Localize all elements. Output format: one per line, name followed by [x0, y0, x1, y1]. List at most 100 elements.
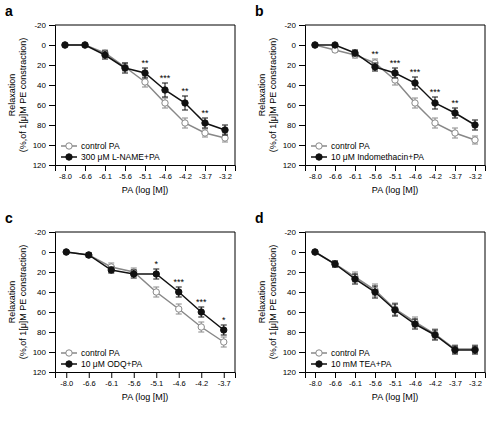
tick-label: 80 [287, 121, 296, 130]
tick-label: -3.7 [199, 172, 212, 181]
point [86, 252, 92, 258]
error-bar [472, 136, 478, 144]
tick: 40 [37, 288, 55, 297]
tick-mark [375, 165, 376, 171]
line [65, 45, 225, 138]
error-bar [332, 261, 338, 267]
point [182, 100, 188, 106]
tick: -20 [34, 228, 55, 237]
error-bar [452, 346, 458, 354]
point [82, 42, 88, 48]
tick-mark [134, 372, 135, 378]
error-bar [472, 345, 478, 353]
tick: 100 [33, 141, 55, 150]
tick: 0 [292, 41, 305, 50]
point [452, 346, 458, 352]
tick-label: -3.7 [449, 172, 462, 181]
tick-mark [475, 372, 476, 378]
tick-mark [455, 372, 456, 378]
tick: -20 [284, 228, 305, 237]
point [472, 347, 478, 353]
tick-mark [299, 352, 305, 353]
point [372, 64, 378, 70]
tick-mark [156, 372, 157, 378]
tick-label: -3.2 [469, 172, 482, 181]
frame [305, 232, 485, 233]
tick-label: 0 [42, 41, 47, 50]
point [432, 331, 438, 337]
tick-mark [125, 165, 126, 171]
tick-mark [49, 45, 55, 46]
series [63, 249, 227, 335]
panel: -8.0-6.6-6.1-5.6-5.1-4.6-4.2-3.7-3.2-200… [5, 3, 236, 195]
x-axis: -8.0-6.6-6.1-5.6-5.1-4.6-4.2-3.7-3.2 [306, 372, 486, 388]
annotation: ** [181, 86, 189, 96]
annotation: ** [141, 58, 149, 68]
point [108, 267, 114, 273]
tick: -4.6 [409, 165, 422, 181]
tick-mark [335, 165, 336, 171]
error-bar [452, 128, 458, 138]
point [63, 249, 69, 255]
error-bar [221, 337, 227, 347]
legend-marker [66, 350, 72, 356]
point [312, 249, 318, 255]
tick-label: 80 [287, 328, 296, 337]
tick-mark [49, 85, 55, 86]
x-axis-title: PA (log [M]) [122, 392, 168, 402]
line [315, 45, 475, 140]
tick-mark [49, 352, 55, 353]
point [221, 339, 227, 345]
point [312, 249, 318, 255]
point [412, 80, 418, 86]
error-bar [432, 118, 438, 128]
tick: -5.6 [128, 372, 141, 388]
error-bar [182, 96, 188, 110]
x-axis-title: PA (log [M]) [122, 185, 168, 195]
point [62, 42, 68, 48]
tick-label: 0 [42, 248, 47, 257]
tick: 20 [287, 268, 305, 277]
tick: -5.6 [369, 165, 382, 181]
plot-area [312, 42, 478, 144]
tick: -3.7 [449, 372, 462, 388]
tick: 20 [287, 61, 305, 70]
point [432, 332, 438, 338]
tick-mark [49, 125, 55, 126]
tick-label: -6.6 [329, 379, 342, 388]
tick: -6.6 [329, 165, 342, 181]
tick-label: -6.1 [105, 379, 118, 388]
tick-label: -5.6 [128, 379, 141, 388]
tick-label: -4.6 [409, 379, 422, 388]
tick: -6.1 [349, 372, 362, 388]
plot-area [62, 42, 228, 142]
error-bar [332, 261, 338, 267]
point [82, 42, 88, 48]
point [432, 120, 438, 126]
error-bar [432, 97, 438, 109]
tick-label: -20 [284, 21, 296, 30]
point [222, 135, 228, 141]
tick: -5.1 [389, 372, 402, 388]
error-bar [198, 307, 204, 317]
error-bar [392, 303, 398, 315]
tick-label: -5.6 [119, 172, 132, 181]
tick-mark [49, 165, 55, 166]
point [352, 50, 358, 56]
tick-label: -5.1 [389, 379, 402, 388]
legend-marker [66, 154, 72, 160]
plot-area [63, 249, 227, 347]
tick: 40 [287, 288, 305, 297]
error-bar [412, 98, 418, 108]
tick-mark [415, 165, 416, 171]
tick-label: 20 [37, 61, 46, 70]
point [472, 137, 478, 143]
error-bar [412, 319, 418, 329]
tick-label: -4.6 [409, 172, 422, 181]
y-axis-title: Relaxation(%,of 1[μ]M PE constraction) [257, 38, 278, 153]
point [312, 42, 318, 48]
point [182, 120, 188, 126]
line [315, 252, 475, 350]
point [412, 100, 418, 106]
tick-label: -20 [34, 228, 46, 237]
